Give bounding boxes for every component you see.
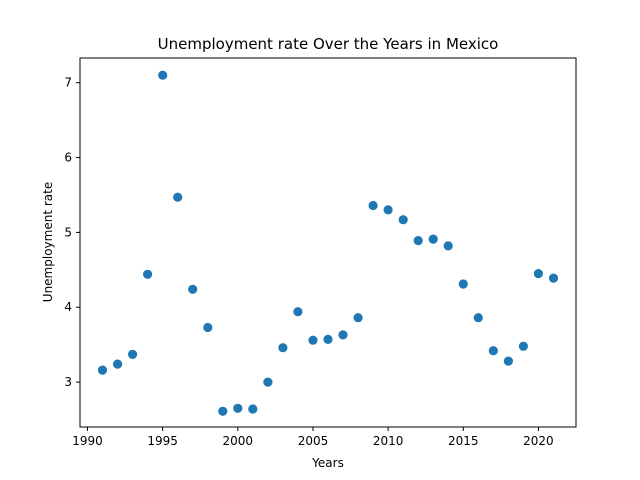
data-point (308, 335, 318, 345)
plot-frame (79, 57, 577, 428)
x-tick-label: 2000 (223, 434, 254, 448)
data-point (488, 346, 498, 356)
y-tick-label: 7 (64, 76, 72, 90)
chart-title: Unemployment rate Over the Years in Mexi… (158, 35, 499, 53)
data-point (398, 215, 408, 225)
y-tick-label: 6 (64, 151, 72, 165)
y-axis-ticks: 3 4 5 6 7 (64, 76, 80, 389)
x-tick-label: 2010 (373, 434, 404, 448)
x-tick-label: 1995 (147, 434, 178, 448)
data-point (263, 377, 273, 387)
x-axis-ticks: 1990 1995 2000 2005 2010 2015 2020 (72, 427, 554, 448)
data-point (338, 330, 348, 340)
data-point (548, 273, 559, 283)
data-point (233, 403, 243, 413)
x-tick-label: 2020 (523, 434, 554, 448)
data-point (323, 334, 333, 344)
data-point (278, 343, 288, 353)
data-point (188, 284, 198, 294)
data-point (443, 241, 453, 251)
data-point (413, 236, 423, 246)
data-point (353, 313, 363, 323)
data-point (533, 269, 544, 279)
data-point (383, 205, 393, 215)
data-point (458, 279, 468, 289)
y-tick-label: 4 (64, 300, 72, 314)
data-point (128, 349, 138, 359)
data-point (293, 307, 303, 317)
x-tick-label: 2015 (448, 434, 479, 448)
data-point (473, 313, 483, 323)
data-point (113, 359, 123, 369)
data-point (503, 356, 513, 366)
x-tick-label: 1990 (72, 434, 103, 448)
x-axis-label: Years (311, 456, 344, 470)
y-tick-label: 5 (64, 225, 72, 239)
data-point (173, 192, 183, 202)
y-axis-label: Unemployment rate (41, 182, 55, 302)
data-point (218, 406, 228, 416)
data-point (518, 341, 529, 351)
data-point (158, 70, 168, 80)
data-points (97, 70, 559, 416)
data-point (368, 200, 378, 211)
data-point (428, 234, 438, 244)
data-point (248, 404, 258, 414)
data-point (143, 269, 153, 279)
x-tick-label: 2005 (298, 434, 329, 448)
y-tick-label: 3 (64, 375, 72, 389)
data-point (97, 365, 108, 375)
data-point (203, 322, 213, 333)
